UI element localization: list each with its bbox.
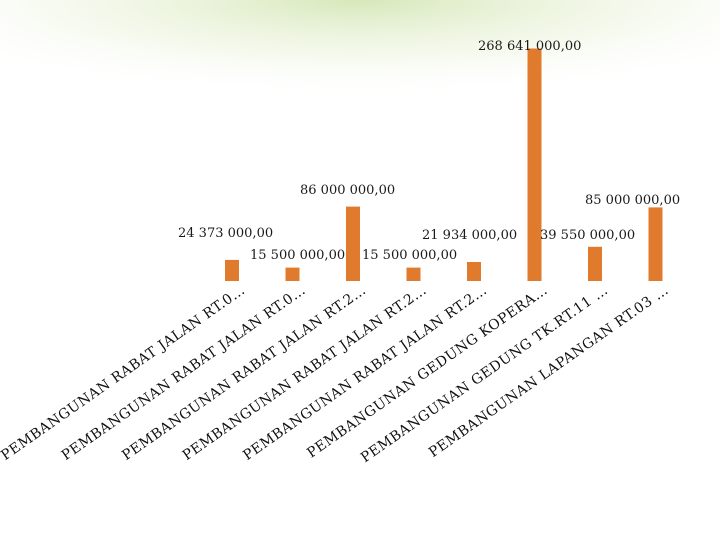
value-label-7: 39 550 000,00 [540, 228, 635, 243]
value-label-6: 268 641 000,00 [478, 39, 581, 54]
value-label-4: 15 500 000,00 [362, 248, 457, 263]
bar-7 [588, 246, 602, 281]
bar-6 [527, 48, 542, 281]
category-labels-group: PEMBANGUNAN RABAT JALAN RT.0…PEMBANGUNAN… [0, 282, 672, 466]
bar-1 [225, 259, 239, 281]
value-label-8: 85 000 000,00 [585, 193, 680, 208]
value-labels-group: 24 373 000,00 15 500 000,00 86 000 000,00 1… [178, 39, 680, 263]
value-label-1: 24 373 000,00 [178, 226, 273, 241]
bar-5 [467, 262, 481, 281]
value-label-2: 15 500 000,00 [250, 248, 345, 263]
value-label-5: 21 934 000,00 [422, 228, 517, 243]
bar-4 [406, 267, 421, 281]
bars-group [225, 48, 663, 281]
bar-8 [648, 207, 663, 281]
bar-3 [346, 206, 360, 281]
bar-2 [285, 267, 300, 281]
value-label-3: 86 000 000,00 [300, 183, 395, 198]
background-glow [0, 0, 720, 140]
